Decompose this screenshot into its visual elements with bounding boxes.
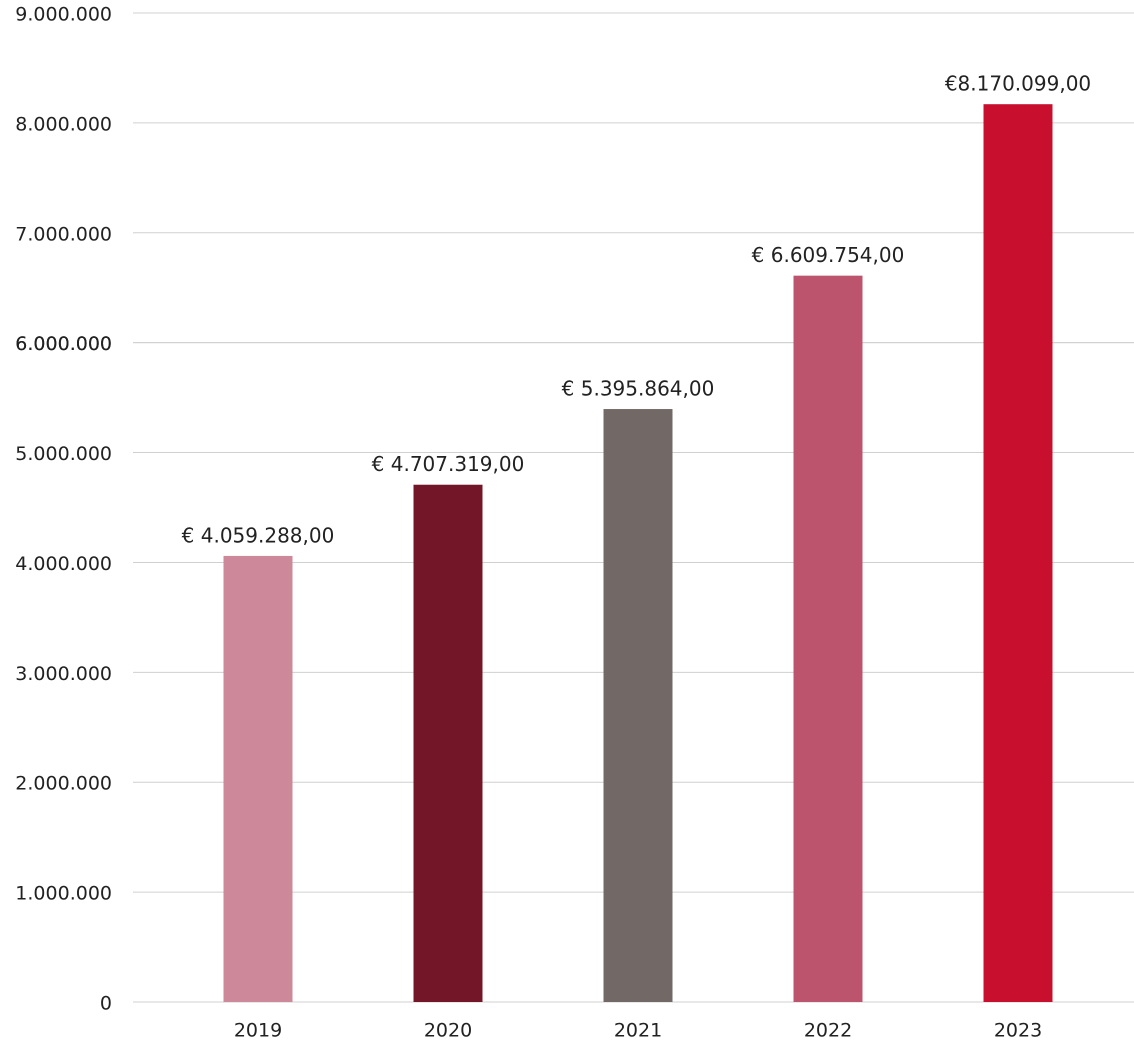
x-tick-label: 2019 xyxy=(234,1020,282,1042)
data-label: €8.170.099,00 xyxy=(945,72,1091,96)
x-tick-label: 2023 xyxy=(994,1020,1042,1042)
y-tick-label: 1.000.000 xyxy=(15,883,112,905)
data-label: € 4.707.319,00 xyxy=(372,452,525,476)
y-tick-label: 2.000.000 xyxy=(15,773,112,795)
y-tick-label: 0 xyxy=(100,993,112,1015)
data-label: € 4.059.288,00 xyxy=(182,523,335,547)
y-tick-label: 7.000.000 xyxy=(15,223,112,245)
bar xyxy=(603,409,673,1002)
x-tick-label: 2022 xyxy=(804,1020,852,1042)
bar xyxy=(793,275,863,1002)
y-tick-label: 3.000.000 xyxy=(15,663,112,685)
bar xyxy=(413,484,483,1002)
y-tick-label: 8.000.000 xyxy=(15,113,112,135)
y-tick-label: 5.000.000 xyxy=(15,443,112,465)
data-label: € 6.609.754,00 xyxy=(752,243,905,267)
data-label: € 5.395.864,00 xyxy=(562,377,715,401)
x-tick-label: 2021 xyxy=(614,1020,662,1042)
bar xyxy=(223,555,293,1002)
x-tick-label: 2020 xyxy=(424,1020,472,1042)
bar xyxy=(983,104,1053,1002)
y-tick-label: 9.000.000 xyxy=(15,4,112,26)
y-tick-label: 6.000.000 xyxy=(15,333,112,355)
y-tick-label: 4.000.000 xyxy=(15,553,112,575)
y-tick-label: 6.000.000 xyxy=(15,333,112,355)
